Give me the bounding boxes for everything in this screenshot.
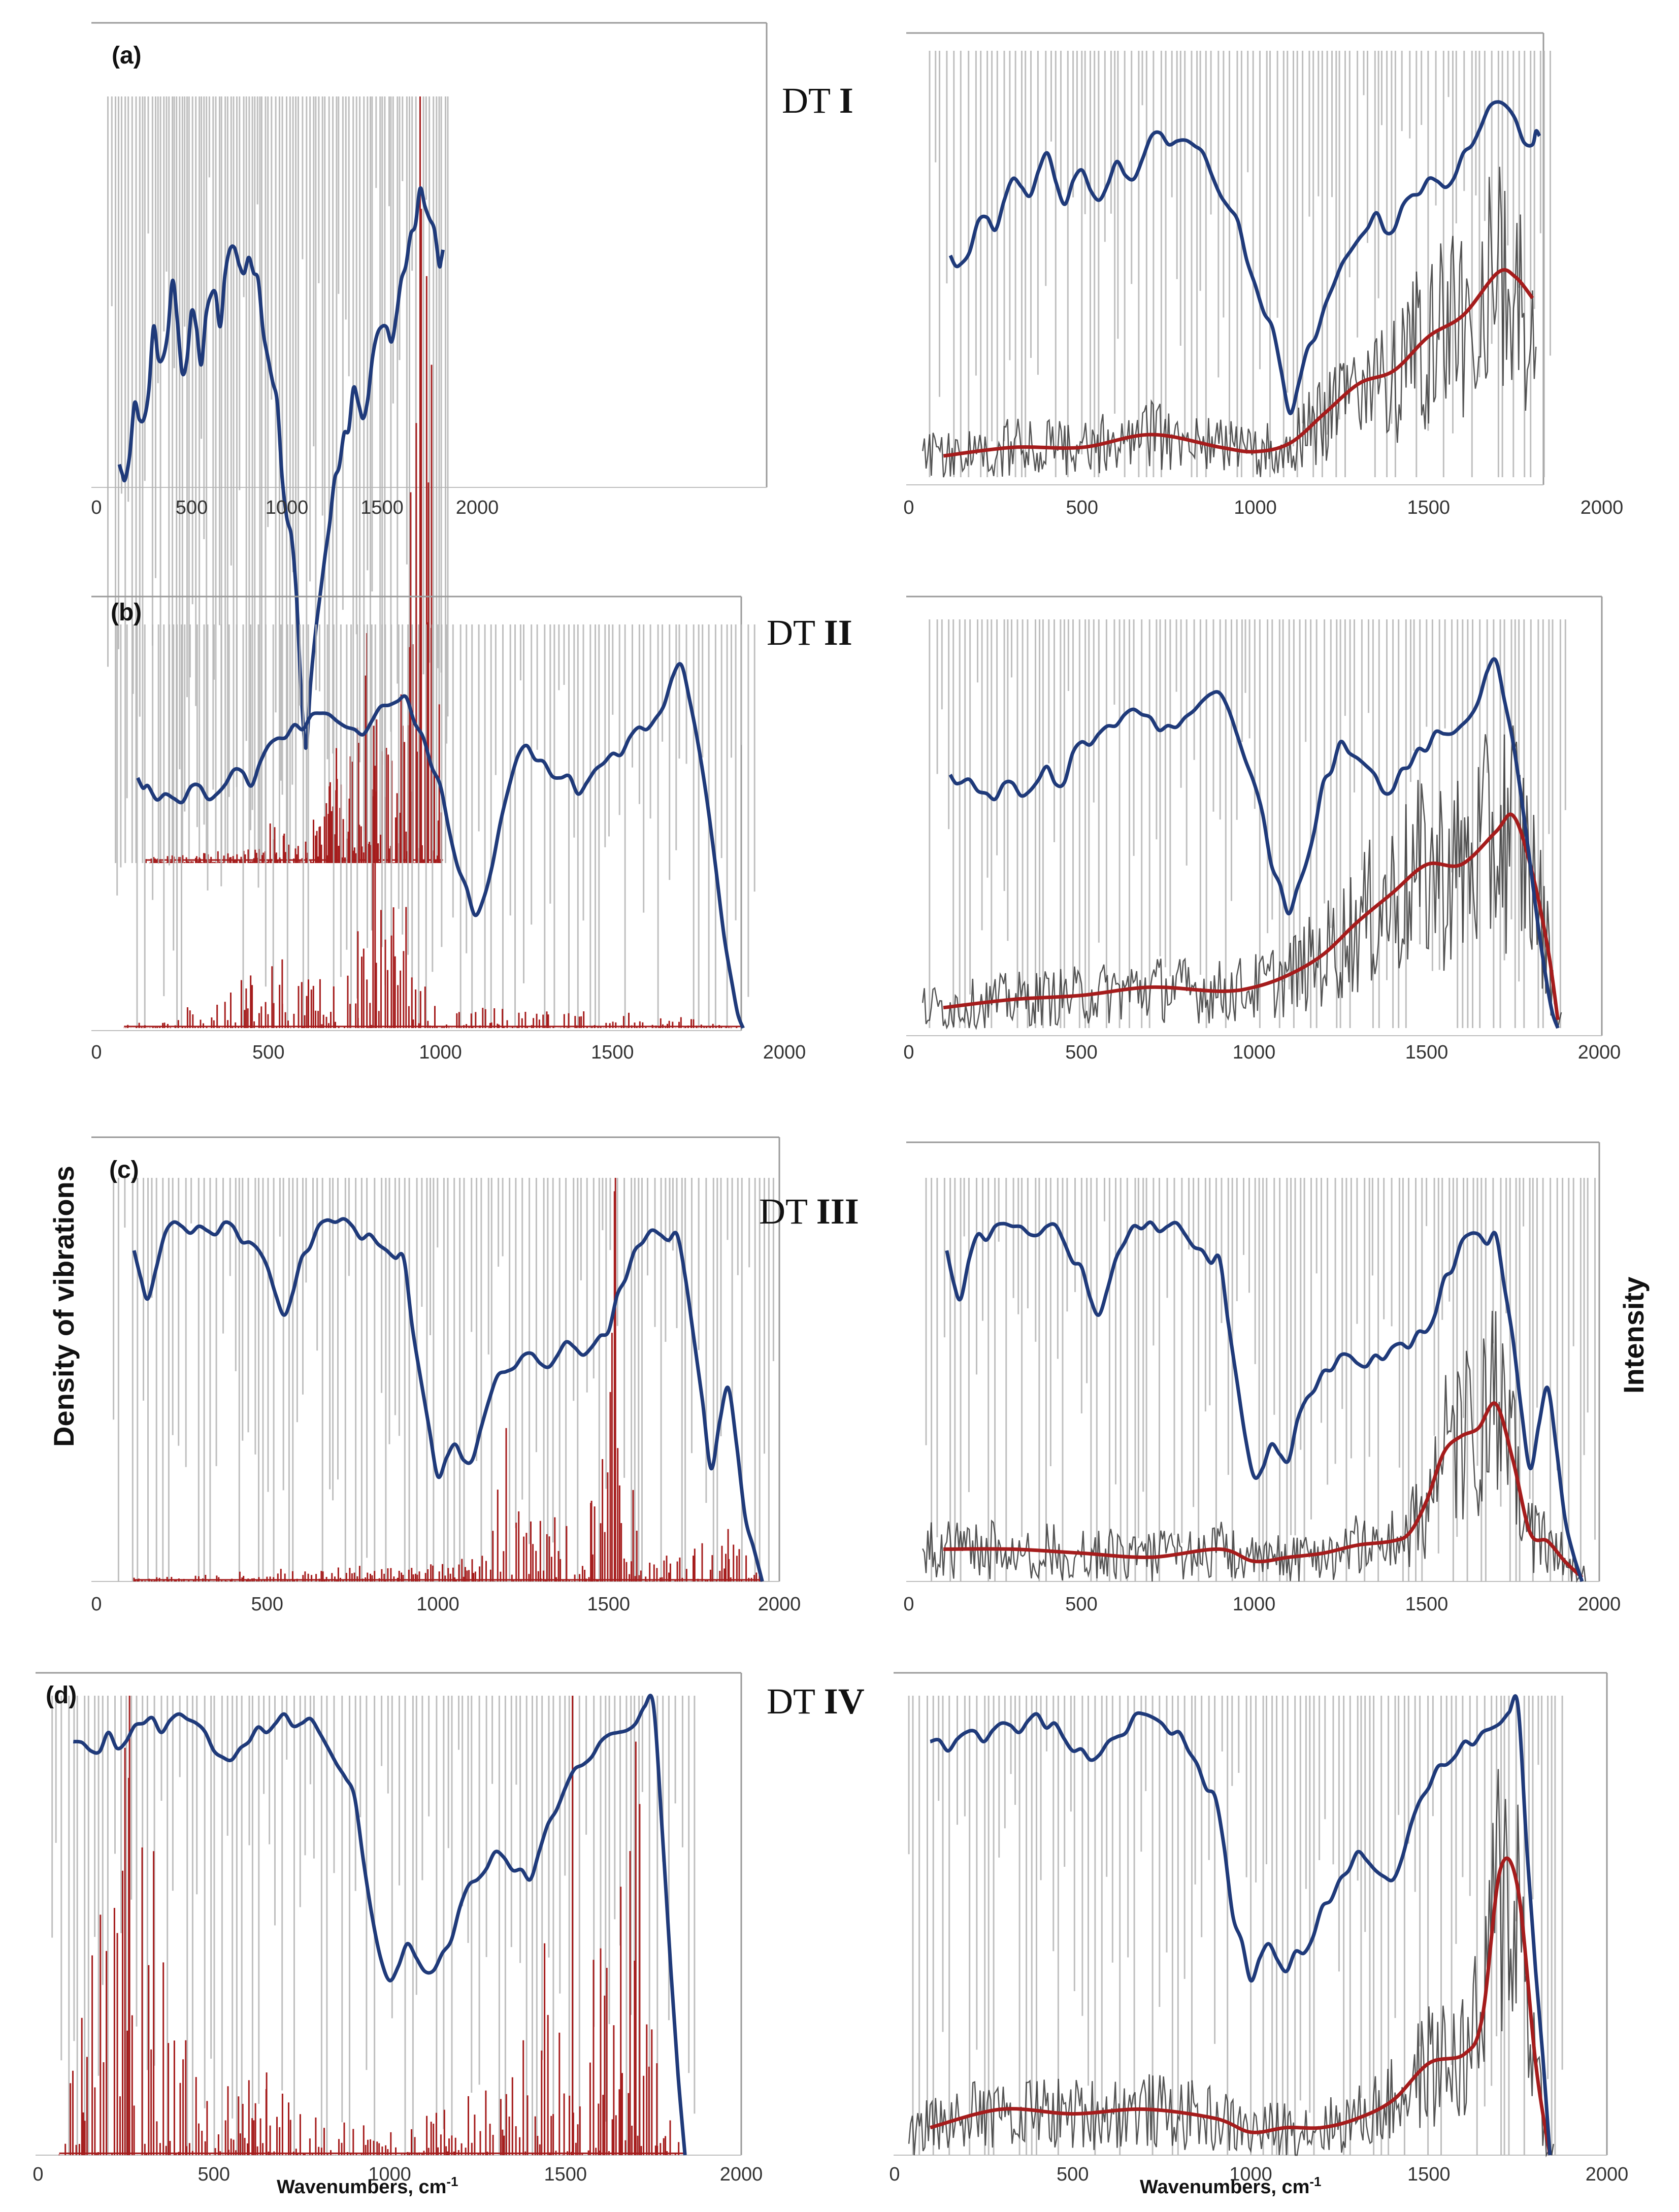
x-tick-label: 2000 [763, 1042, 806, 1063]
x-axis-title-right: Wavenumbers, cm-1 [1140, 2174, 1322, 2198]
x-tick-label: 2000 [1581, 497, 1624, 518]
blue-density-curve [930, 1694, 1552, 2156]
chart-panel-b-left: 0 500 1000 1500 2000 [91, 596, 806, 1063]
dt-title-a: DT I [782, 80, 853, 121]
x-tick-label: 2000 [758, 1594, 801, 1615]
blue-density-curve [117, 186, 445, 750]
red-convolved-curve [943, 1401, 1584, 1579]
black-experimental-spectrum [922, 167, 1537, 478]
y-axis-title-left: Density of vibrations [48, 1166, 80, 1447]
dt-title-d: DT IV [767, 1681, 865, 1722]
red-convolved-curve [943, 268, 1534, 458]
x-tick-label: 1000 [1233, 1042, 1276, 1063]
chart-panel-c-right: 0 500 1000 1500 2000 [903, 1141, 1621, 1615]
x-tick-label: 1500 [587, 1594, 630, 1615]
x-tick-label: 0 [91, 1042, 102, 1063]
x-tick-label: 1500 [1407, 2164, 1451, 2185]
x-tick-label: 0 [91, 497, 102, 518]
blue-density-curve [136, 662, 745, 1029]
panel-label-c: (c) [109, 1157, 139, 1183]
blue-density-curve [132, 1217, 764, 1582]
panels-layer: 0 500 1000 1500 2000 0 500 1000 1500 2000 0 500 1000… [32, 22, 1629, 2185]
x-tick-label: 1000 [1229, 2164, 1272, 2185]
x-tick-label: 1000 [1233, 1594, 1276, 1615]
x-tick-label: 500 [1057, 2164, 1089, 2185]
black-experimental-spectrum [908, 1769, 1555, 2158]
blue-density-curve [945, 1220, 1584, 1582]
x-tick-label: 0 [32, 2164, 43, 2185]
x-tick-label: 0 [903, 497, 914, 518]
x-tick-label: 0 [903, 1594, 914, 1615]
panel-label-b: (b) [111, 599, 142, 626]
black-experimental-spectrum [921, 725, 1562, 1030]
x-tick-label: 500 [176, 497, 208, 518]
x-tick-label: 500 [252, 1042, 284, 1063]
x-tick-label: 2000 [1578, 1594, 1621, 1615]
chart-panel-c-left: 0 500 1000 1500 2000 [91, 1136, 801, 1615]
grey-spectrum-comb [116, 624, 755, 1028]
x-tick-label: 1500 [544, 2164, 587, 2185]
chart-panel-b-right: 0 500 1000 1500 2000 [903, 596, 1621, 1063]
black-experimental-spectrum [922, 1310, 1587, 1583]
blue-density-curve [948, 657, 1560, 1029]
grey-spectrum-comb [925, 1178, 1596, 1581]
x-tick-label: 1000 [266, 497, 309, 518]
x-tick-label: 1000 [416, 1594, 459, 1615]
x-tick-label: 2000 [1586, 2164, 1629, 2185]
blue-density-curve [73, 1694, 687, 2156]
x-tick-label: 500 [1065, 1042, 1097, 1063]
chart-panel-a-left: 0 500 1000 1500 2000 [91, 22, 768, 863]
chart-panel-a-right: 0 500 1000 1500 2000 [903, 32, 1624, 518]
x-tick-label: 1500 [591, 1042, 634, 1063]
panel-label-a: (a) [112, 42, 142, 69]
x-tick-label: 2000 [456, 497, 499, 518]
x-tick-label: 0 [903, 1042, 914, 1063]
red-convolved-curve [943, 812, 1560, 1020]
x-tick-label: 1500 [1407, 497, 1450, 518]
chart-panel-d-left: 0 500 1000 1500 2000 [32, 1672, 763, 2185]
blue-density-curve [948, 100, 1541, 415]
x-tick-label: 2000 [1578, 1042, 1621, 1063]
x-tick-label: 1500 [360, 497, 404, 518]
x-tick-label: 1500 [1405, 1594, 1448, 1615]
x-tick-label: 500 [1065, 1594, 1097, 1615]
x-tick-label: 0 [91, 1594, 102, 1615]
dt-title-c: DT III [759, 1191, 859, 1232]
x-tick-label: 1000 [368, 2164, 411, 2185]
x-tick-label: 500 [198, 2164, 230, 2185]
grey-spectrum-comb [107, 96, 449, 863]
x-tick-label: 500 [1066, 497, 1098, 518]
x-tick-label: 2000 [720, 2164, 763, 2185]
x-tick-label: 1000 [419, 1042, 462, 1063]
x-tick-label: 1500 [1405, 1042, 1448, 1063]
x-tick-label: 1000 [1234, 497, 1277, 518]
grey-spectrum-comb [113, 1178, 774, 1581]
red-convolved-curve [930, 1856, 1552, 2156]
panel-label-d: (d) [46, 1682, 77, 1709]
y-axis-title-right: Intensity [1618, 1277, 1650, 1394]
red-stick-spectrum [123, 766, 743, 1028]
dt-title-b: DT II [767, 612, 852, 653]
x-tick-label: 0 [889, 2164, 900, 2185]
grey-spectrum-comb [929, 51, 1551, 477]
x-tick-label: 500 [251, 1594, 283, 1615]
chart-panel-d-right: 0 500 1000 1500 2000 [889, 1672, 1629, 2185]
grey-spectrum-comb [51, 1696, 696, 2155]
x-axis-title-left: Wavenumbers, cm-1 [277, 2174, 458, 2198]
